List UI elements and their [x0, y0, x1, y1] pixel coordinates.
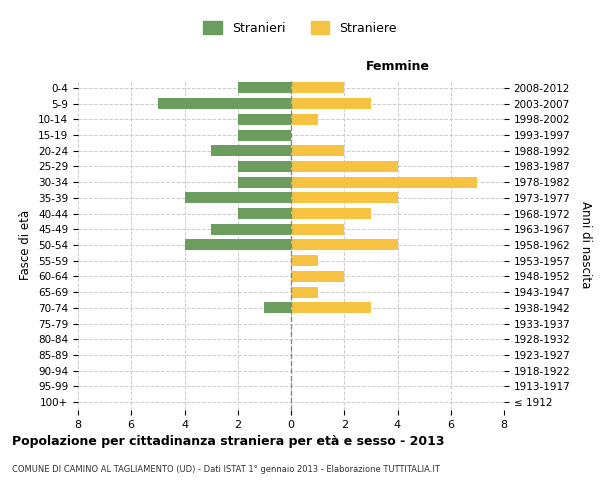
Bar [238, 114, 291, 125]
Legend: Stranieri, Straniere: Stranieri, Straniere [198, 16, 402, 40]
Text: Popolazione per cittadinanza straniera per età e sesso - 2013: Popolazione per cittadinanza straniera p… [12, 435, 445, 448]
Bar [291, 161, 398, 172]
Bar [291, 255, 317, 266]
Bar [291, 271, 344, 282]
Bar [238, 82, 291, 94]
Y-axis label: Anni di nascita: Anni di nascita [579, 202, 592, 288]
Bar [291, 176, 478, 188]
Bar [238, 161, 291, 172]
Bar [211, 224, 291, 235]
Bar [185, 240, 291, 250]
Bar [211, 145, 291, 156]
Bar [291, 224, 344, 235]
Bar [291, 192, 398, 203]
Bar [291, 286, 317, 298]
Bar [291, 302, 371, 314]
Bar [238, 130, 291, 140]
Bar [291, 82, 344, 94]
Bar [238, 176, 291, 188]
Bar [291, 240, 398, 250]
Bar [265, 302, 291, 314]
Y-axis label: Fasce di età: Fasce di età [19, 210, 32, 280]
Bar [291, 114, 317, 125]
Bar [291, 98, 371, 109]
Bar [158, 98, 291, 109]
Bar [291, 145, 344, 156]
Text: Femmine: Femmine [365, 60, 430, 74]
Bar [238, 208, 291, 219]
Bar [291, 208, 371, 219]
Bar [185, 192, 291, 203]
Text: COMUNE DI CAMINO AL TAGLIAMENTO (UD) - Dati ISTAT 1° gennaio 2013 - Elaborazione: COMUNE DI CAMINO AL TAGLIAMENTO (UD) - D… [12, 465, 440, 474]
